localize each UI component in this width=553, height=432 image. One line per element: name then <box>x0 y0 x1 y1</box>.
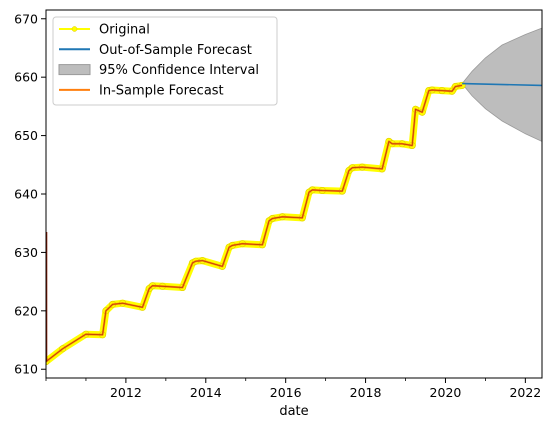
legend-label: Out-of-Sample Forecast <box>99 43 252 58</box>
legend-label: Original <box>99 23 150 38</box>
x-tick-label: 2012 <box>110 385 142 400</box>
in-sample-line <box>46 84 463 363</box>
out-of-sample-line <box>462 82 542 87</box>
x-tick-label: 2016 <box>270 385 302 400</box>
y-tick-label: 640 <box>14 187 38 202</box>
y-tick-label: 620 <box>14 303 38 318</box>
legend-box <box>52 16 278 106</box>
plot-area <box>46 27 542 366</box>
legend-confidence-swatch <box>58 64 91 76</box>
x-axis-label: date <box>279 404 308 419</box>
x-tick-label: 2022 <box>509 385 541 400</box>
y-tick-label: 660 <box>14 70 38 85</box>
axis-ticks: 2012 2014 2016 2018 2020 2022 610 620 630 640 650 6… <box>14 11 541 400</box>
legend-label: 95% Confidence Interval <box>99 63 259 78</box>
y-tick-label: 670 <box>14 11 38 26</box>
y-tick-label: 610 <box>14 362 38 377</box>
legend-original-marker <box>71 26 78 32</box>
y-tick-label: 630 <box>14 245 38 260</box>
legend-label: In-Sample Forecast <box>99 83 224 98</box>
in-sample-line-core <box>46 85 463 362</box>
x-tick-label: 2018 <box>350 385 382 400</box>
y-tick-label: 650 <box>14 128 38 143</box>
plot-content <box>46 27 542 366</box>
x-tick-label: 2020 <box>430 385 462 400</box>
original-line <box>46 81 466 366</box>
x-tick-label: 2014 <box>190 385 222 400</box>
legend: Original Out-of-Sample Forecast 95% Confid… <box>52 16 278 106</box>
